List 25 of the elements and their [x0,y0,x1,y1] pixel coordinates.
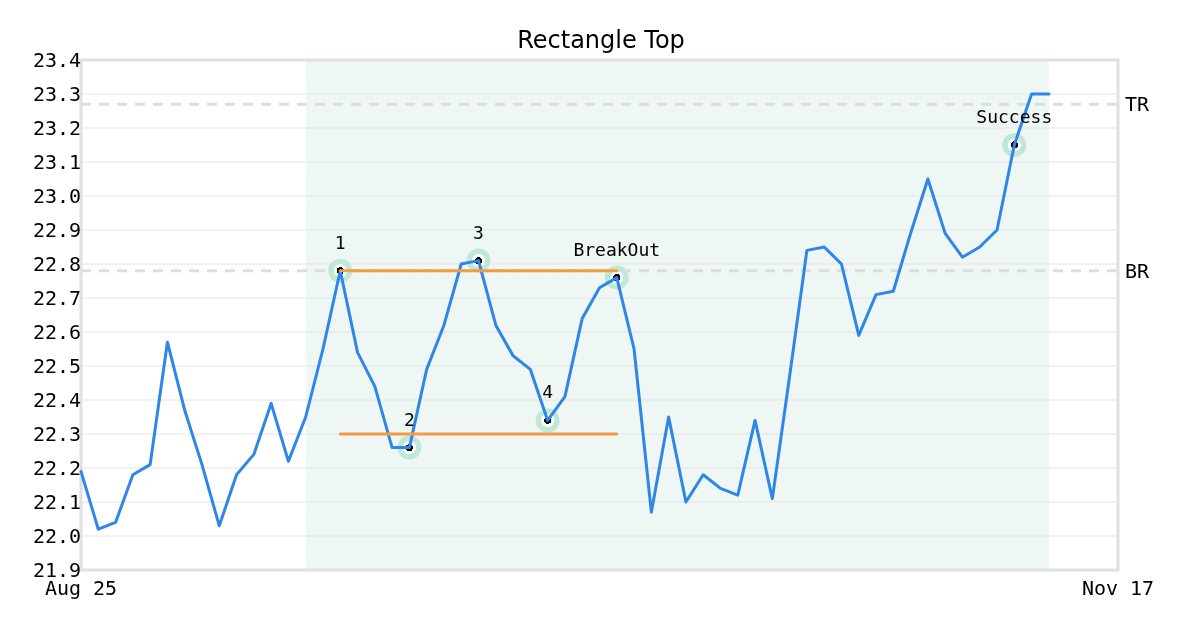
chart-title: Rectangle Top [517,26,685,54]
annotation: 2 [403,408,415,430]
y-tick-label: 22.6 [32,320,82,344]
annotation: 3 [473,221,484,243]
line-series [79,92,1051,531]
y-tick-label: 22.5 [32,354,82,378]
annotation: 1 [334,231,346,253]
y-tick-label: 23.2 [32,116,82,140]
y-tick-label: 22.2 [32,456,82,480]
y-tick-label: 23.0 [32,184,82,208]
annotation: BreakOut [573,238,661,260]
y-tick-label: 22.8 [32,252,82,276]
x-tick-label: Nov 17 [1081,576,1155,600]
y-tick-label: 23.4 [32,48,82,72]
y-tick-label: 22.4 [32,388,82,412]
y-tick-label: 22.7 [32,286,82,310]
y-tick-label: 22.9 [32,218,82,242]
y-tick-label: 22.3 [32,422,82,446]
ref-line-label: TR [1125,92,1151,117]
annotation: 4 [542,381,554,403]
y-tick-label: 22.1 [32,490,82,514]
y-tick-label: 23.1 [32,150,82,174]
ref-line-label: BR [1125,258,1151,283]
y-tick-label: 22.0 [32,524,82,548]
y-tick-label: 23.3 [32,82,82,106]
